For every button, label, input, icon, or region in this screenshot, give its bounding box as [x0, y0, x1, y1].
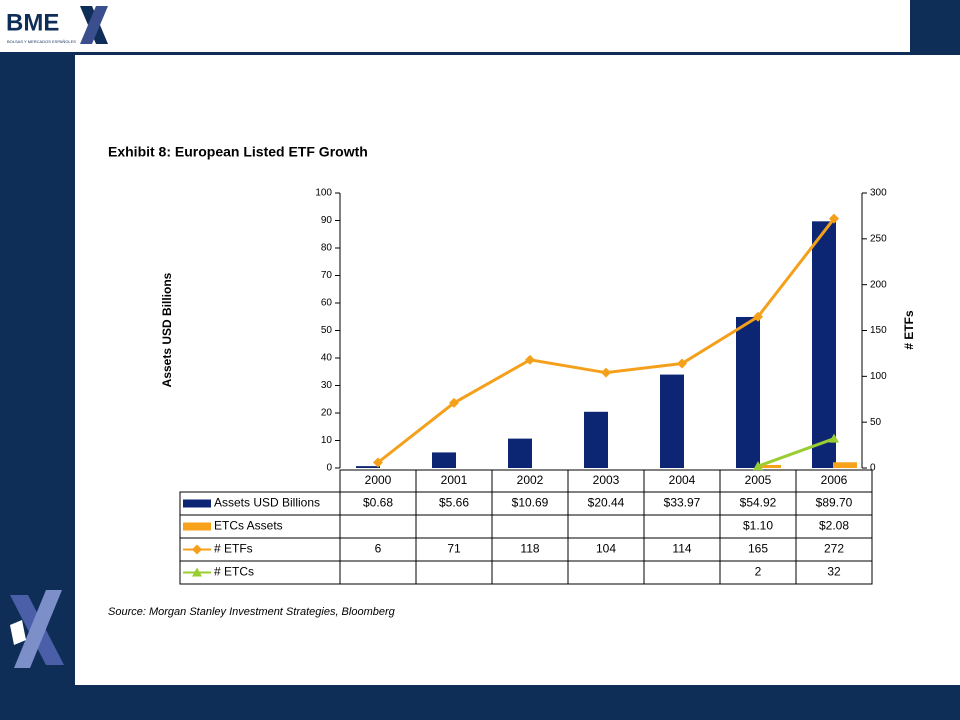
- table-cell: 118: [520, 542, 539, 556]
- marker: [192, 567, 202, 577]
- table-cell: 272: [824, 542, 844, 556]
- marker: [829, 433, 839, 443]
- y2-tick-label: 0: [870, 463, 876, 474]
- table-cell: $10.69: [512, 496, 549, 510]
- bar: [356, 466, 380, 468]
- table-cell: $1.10: [743, 519, 773, 533]
- y-tick-label: 50: [321, 325, 333, 336]
- y2-tick-label: 300: [870, 188, 887, 199]
- logo-text: BME: [6, 9, 59, 36]
- y2-tick-label: 250: [870, 233, 887, 244]
- marker: [601, 367, 611, 378]
- logo-mark: [10, 6, 108, 668]
- y-tick-label: 60: [321, 298, 333, 309]
- legend-swatch: [183, 499, 211, 508]
- table-cell: 6: [375, 542, 382, 556]
- y2-tick-label: 50: [870, 417, 882, 428]
- table-cell: 104: [596, 542, 616, 556]
- x-tick-label: 2000: [365, 473, 392, 487]
- marker: [449, 397, 459, 408]
- table-cell: 71: [447, 542, 461, 556]
- y-tick-label: 90: [321, 215, 333, 226]
- table-cell: $33.97: [664, 496, 701, 510]
- x-tick-label: 2001: [441, 473, 468, 487]
- y-tick-label: 40: [321, 353, 333, 364]
- y-tick-label: 70: [321, 270, 333, 281]
- bar: [833, 462, 857, 468]
- y-tick-label: 100: [315, 188, 332, 199]
- table-cell: 165: [748, 542, 768, 556]
- marker: [753, 461, 763, 471]
- y2-tick-label: 200: [870, 279, 887, 290]
- table-cell: $20.44: [588, 496, 625, 510]
- bar: [508, 438, 532, 468]
- bar: [660, 374, 684, 468]
- legend-swatch: [183, 522, 211, 531]
- chart-title: Exhibit 8: European Listed ETF Growth: [108, 144, 368, 160]
- y2-axis-label: # ETFs: [902, 310, 916, 350]
- y2-tick-label: 150: [870, 325, 887, 336]
- legend-label: # ETFs: [214, 542, 253, 556]
- line: [757, 437, 835, 468]
- marker: [525, 354, 535, 365]
- y-tick-label: 0: [326, 463, 332, 474]
- footer-band: [75, 685, 960, 720]
- bar: [736, 316, 760, 468]
- x-tick-label: 2004: [669, 473, 696, 487]
- x-tick-label: 2005: [745, 473, 772, 487]
- header-block: [910, 0, 960, 52]
- y-tick-label: 30: [321, 380, 333, 391]
- x-tick-label: 2006: [821, 473, 848, 487]
- table-cell: $0.68: [363, 496, 393, 510]
- logo-subtitle: BOLSAS Y MERCADOS ESPAÑOLES: [7, 39, 76, 44]
- bar: [812, 221, 836, 468]
- table-cell: $2.08: [819, 519, 849, 533]
- y-tick-label: 80: [321, 243, 333, 254]
- y2-tick-label: 100: [870, 371, 887, 382]
- legend-label: ETCs Assets: [214, 519, 283, 533]
- sidebar: [0, 52, 75, 720]
- x-tick-label: 2003: [593, 473, 620, 487]
- marker: [829, 213, 839, 224]
- source-note: Source: Morgan Stanley Investment Strate…: [108, 606, 396, 618]
- table-cell: $5.66: [439, 496, 469, 510]
- x-tick-label: 2002: [517, 473, 544, 487]
- marker: [753, 311, 763, 322]
- marker: [677, 358, 687, 369]
- marker: [373, 457, 383, 468]
- legend-label: Assets USD Billions: [214, 496, 320, 510]
- y-tick-label: 20: [321, 408, 333, 419]
- y-tick-label: 10: [321, 435, 333, 446]
- table-cell: $89.70: [816, 496, 853, 510]
- table-cell: 2: [755, 565, 762, 579]
- table-cell: 114: [672, 542, 691, 556]
- table-cell: $54.92: [740, 496, 777, 510]
- y-axis-label: Assets USD Billions: [160, 272, 174, 387]
- marker: [192, 544, 202, 555]
- bar: [432, 452, 456, 468]
- legend-label: # ETCs: [214, 565, 254, 579]
- bar: [584, 411, 608, 468]
- bar: [757, 464, 781, 468]
- table-cell: 32: [827, 565, 841, 579]
- header-rule: [0, 52, 960, 55]
